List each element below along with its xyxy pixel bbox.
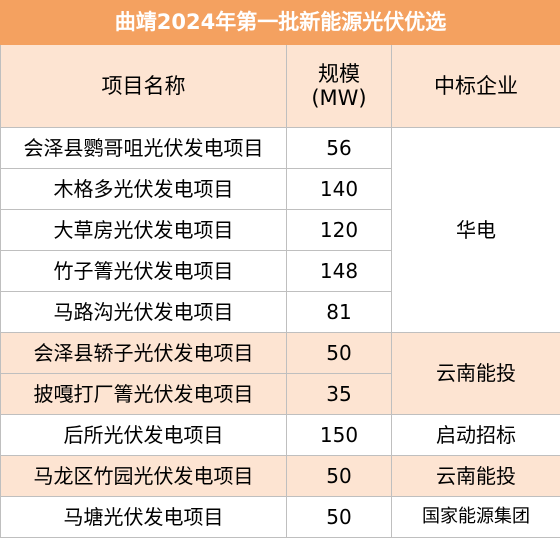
table-row: 会泽县鹦哥咀光伏发电项目 56 华电 xyxy=(1,128,560,169)
table-row: 后所光伏发电项目 150 启动招标 xyxy=(1,415,560,456)
project-name-cell: 大草房光伏发电项目 xyxy=(1,210,287,251)
scale-cell: 81 xyxy=(287,292,392,333)
table-title: 曲靖2024年第一批新能源光伏优选 xyxy=(1,1,560,45)
header-scale-line2: (MW) xyxy=(287,86,391,110)
project-name-cell: 马龙区竹园光伏发电项目 xyxy=(1,456,287,497)
project-name-cell: 马塘光伏发电项目 xyxy=(1,497,287,538)
project-name-cell: 木格多光伏发电项目 xyxy=(1,169,287,210)
scale-cell: 140 xyxy=(287,169,392,210)
table-row: 马龙区竹园光伏发电项目 50 云南能投 xyxy=(1,456,560,497)
header-scale: 规模 (MW) xyxy=(287,45,392,128)
company-cell: 云南能投 xyxy=(392,333,560,415)
header-scale-line1: 规模 xyxy=(287,62,391,86)
scale-cell: 50 xyxy=(287,497,392,538)
company-cell: 云南能投 xyxy=(392,456,560,497)
table-row: 会泽县轿子光伏发电项目 50 云南能投 xyxy=(1,333,560,374)
scale-cell: 150 xyxy=(287,415,392,456)
company-cell: 国家能源集团 xyxy=(392,497,560,538)
header-project-name: 项目名称 xyxy=(1,45,287,128)
project-name-cell: 后所光伏发电项目 xyxy=(1,415,287,456)
title-row: 曲靖2024年第一批新能源光伏优选 xyxy=(1,1,560,45)
header-company: 中标企业 xyxy=(392,45,560,128)
project-name-cell: 会泽县鹦哥咀光伏发电项目 xyxy=(1,128,287,169)
project-name-cell: 竹子箐光伏发电项目 xyxy=(1,251,287,292)
company-cell: 华电 xyxy=(392,128,560,333)
scale-cell: 35 xyxy=(287,374,392,415)
scale-cell: 50 xyxy=(287,333,392,374)
scale-cell: 120 xyxy=(287,210,392,251)
project-name-cell: 马路沟光伏发电项目 xyxy=(1,292,287,333)
table-row: 马塘光伏发电项目 50 国家能源集团 xyxy=(1,497,560,538)
scale-cell: 50 xyxy=(287,456,392,497)
scale-cell: 56 xyxy=(287,128,392,169)
company-cell: 启动招标 xyxy=(392,415,560,456)
project-name-cell: 会泽县轿子光伏发电项目 xyxy=(1,333,287,374)
scale-cell: 148 xyxy=(287,251,392,292)
header-row: 项目名称 规模 (MW) 中标企业 xyxy=(1,45,560,128)
project-name-cell: 披嘎打厂箐光伏发电项目 xyxy=(1,374,287,415)
